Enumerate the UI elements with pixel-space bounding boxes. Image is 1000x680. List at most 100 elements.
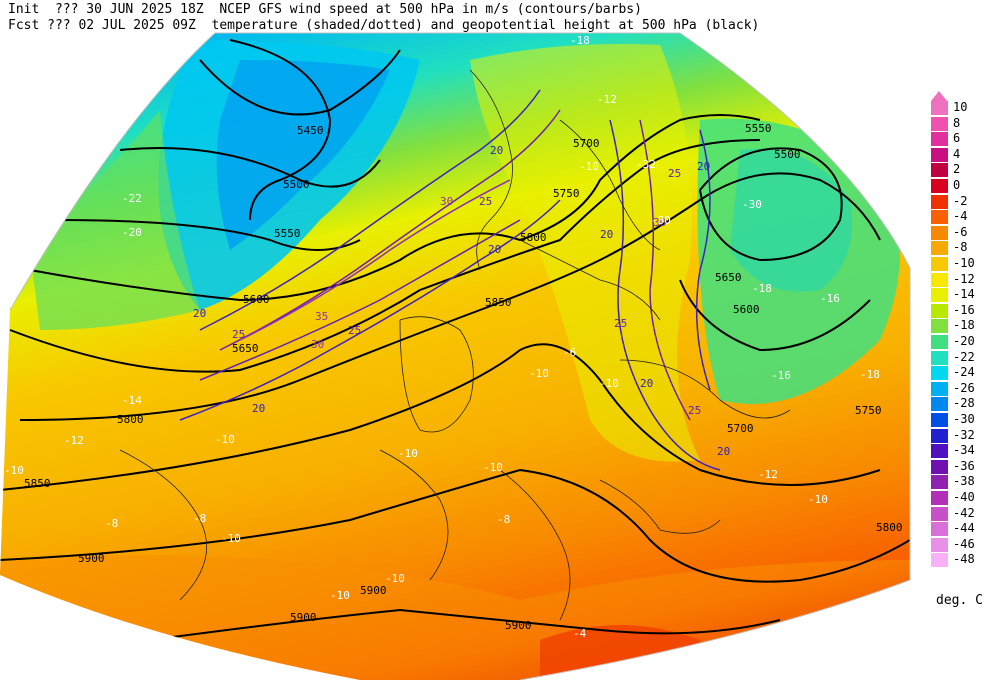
wind-label: 30: [440, 195, 453, 208]
wind-label: 25: [232, 328, 245, 341]
temp-label: -22: [122, 192, 142, 205]
colorbar-label: -40: [953, 490, 975, 504]
temp-label: -10: [398, 447, 418, 460]
temp-label: -12: [64, 434, 84, 447]
height-label: 5800: [117, 413, 144, 426]
colorbar-swatch: [931, 225, 948, 240]
height-label: 5500: [283, 178, 310, 191]
header-forecast-line: Fcst ??? 02 JUL 2025 09Z temperature (sh…: [8, 18, 760, 33]
header-init-line: Init ??? 30 JUN 2025 18Z NCEP GFS wind s…: [8, 2, 642, 17]
colorbar-label: -38: [953, 474, 975, 489]
wind-label: 25: [614, 317, 627, 330]
height-label: 5650: [232, 342, 259, 355]
temp-label: -10: [483, 461, 503, 474]
temp-label: -6: [563, 346, 576, 359]
colorbar-label: -42: [953, 505, 975, 520]
colorbar-label: -44: [953, 521, 975, 536]
temp-label: -18: [752, 282, 772, 295]
temp-label: -20: [122, 226, 142, 239]
wind-label: 25: [479, 195, 492, 208]
colorbar-label: -10: [953, 256, 975, 270]
height-label: 5900: [505, 619, 532, 632]
colorbar-label: -12: [953, 271, 975, 286]
wind-label: 25: [688, 404, 701, 417]
height-label: 5550: [274, 227, 301, 240]
temp-label: -30: [742, 198, 762, 211]
colorbar-units: deg. C: [936, 593, 983, 608]
colorbar-label: -8: [953, 240, 968, 255]
temp-label: -10: [599, 377, 619, 390]
wind-label: 20: [717, 445, 730, 458]
map-area: [0, 33, 910, 680]
colorbar-swatch: [931, 116, 948, 131]
colorbar-label: 6: [953, 131, 961, 146]
temp-label: -4: [573, 627, 587, 640]
height-label: 5550: [745, 122, 772, 135]
colorbar-label: -36: [953, 458, 975, 473]
height-label: 5900: [360, 584, 387, 597]
temp-label: -16: [820, 292, 840, 305]
colorbar-label: -6: [953, 224, 968, 239]
height-label: 5750: [855, 404, 882, 417]
colorbar-label: -30: [953, 412, 975, 426]
colorbar-label: -2: [953, 193, 968, 208]
colorbar-arrow-icon: [931, 91, 947, 101]
colorbar-swatch: [931, 303, 948, 318]
colorbar-swatch: [931, 335, 948, 349]
height-label: 5700: [727, 422, 754, 435]
colorbar-swatch: [931, 522, 948, 537]
colorbar-swatch: [931, 147, 948, 162]
colorbar-swatch: [931, 506, 948, 521]
temp-label: -8: [193, 512, 206, 525]
colorbar-swatch: [931, 444, 948, 459]
map-labels: 5450 5500 5550 5600 5650 5700 5750 5800 …: [4, 34, 903, 640]
colorbar-label: -46: [953, 536, 975, 551]
wind-label: 35: [315, 310, 328, 323]
colorbar-label: -18: [953, 318, 975, 333]
colorbar-swatch: [931, 210, 948, 225]
colorbar-swatch: [931, 475, 948, 490]
wind-contours: [179, 89, 721, 471]
temp-label: -8: [105, 517, 118, 530]
colorbar-label: -14: [953, 287, 975, 302]
colorbar-swatch: [931, 194, 948, 209]
temp-label: -12: [597, 93, 617, 106]
colorbar-label: -24: [953, 365, 975, 380]
colorbar-swatch: [931, 288, 948, 303]
colorbar-swatch: [931, 537, 948, 552]
wind-label: 20: [640, 377, 653, 390]
colorbar-label: 8: [953, 115, 961, 130]
temp-label: -10: [808, 493, 828, 506]
wind-label: 20: [600, 228, 613, 241]
wind-label: 30: [653, 216, 666, 229]
height-label: 5500: [774, 148, 801, 161]
colorbar-swatch: [931, 553, 948, 568]
colorbar-swatch: [931, 257, 948, 271]
temp-label: -10: [221, 532, 241, 545]
colorbar-label: -4: [953, 209, 968, 224]
temp-label: -10: [4, 464, 24, 477]
height-label: 5800: [520, 231, 547, 244]
height-label: 5900: [78, 552, 105, 565]
temp-label: -14: [122, 394, 142, 407]
colorbar-swatch: [931, 366, 948, 381]
colorbar-swatch: [931, 491, 948, 505]
colorbar-swatch: [931, 319, 948, 334]
temp-label: -30: [651, 214, 671, 227]
colorbar-swatch: [931, 350, 948, 365]
height-label: 5650: [715, 271, 742, 284]
height-label: 5850: [485, 296, 512, 309]
colorbar-label: 4: [953, 146, 961, 161]
colorbar-swatch: [931, 428, 948, 443]
colorbar-label: -22: [953, 349, 975, 364]
height-label: 5800: [876, 521, 903, 534]
colorbar-swatch: [931, 132, 948, 147]
colorbar-label: -16: [953, 302, 975, 317]
wind-label: 20: [193, 307, 206, 320]
colorbar-swatch: [931, 101, 948, 115]
height-label: 5750: [553, 187, 580, 200]
temp-label: -12: [758, 468, 778, 481]
wind-label: 25: [668, 167, 681, 180]
colorbar-swatch: [931, 241, 948, 256]
height-label: 5600: [733, 303, 760, 316]
